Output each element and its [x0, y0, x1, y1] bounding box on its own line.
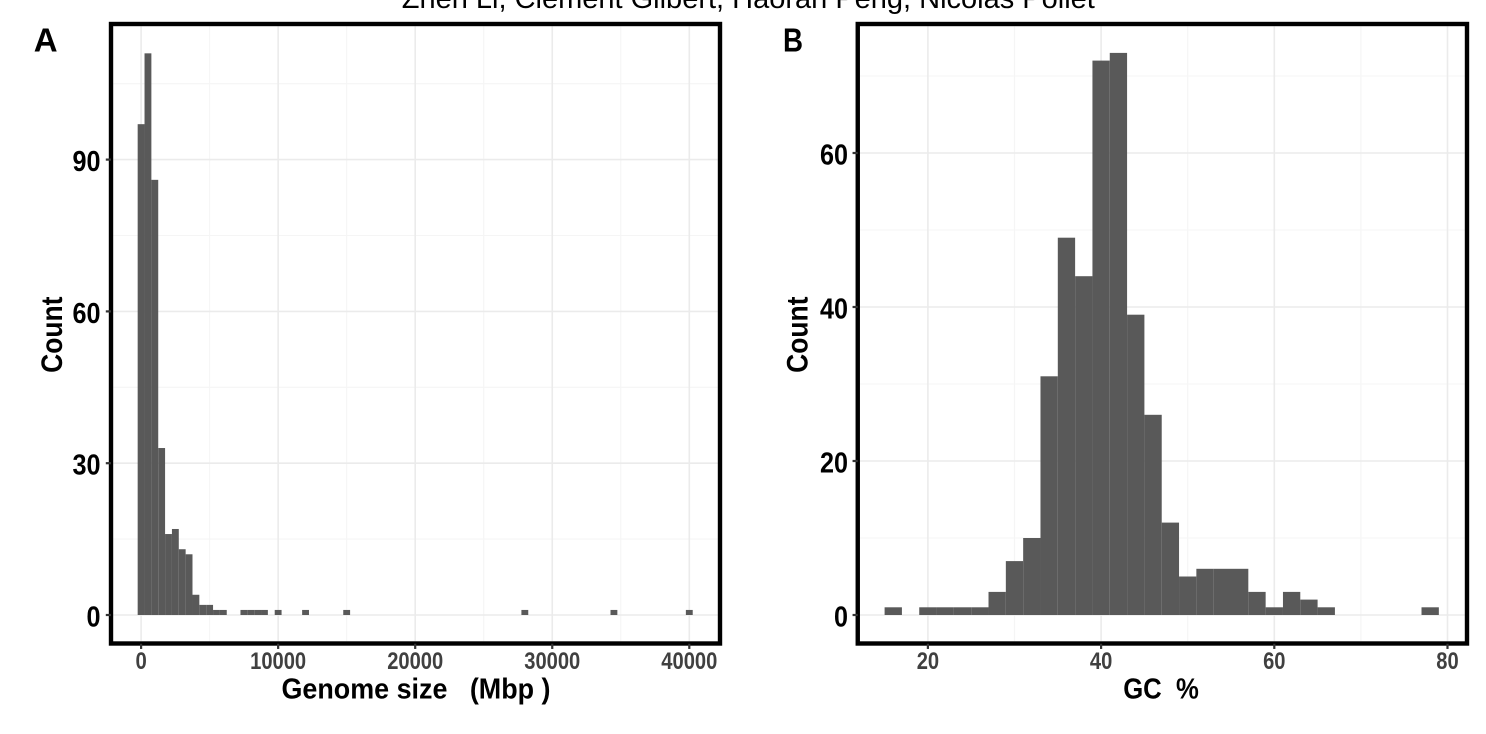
svg-text:60: 60 — [1263, 648, 1285, 675]
svg-text:30000: 30000 — [524, 648, 580, 675]
svg-text:60: 60 — [820, 140, 848, 172]
svg-text:Count: Count — [781, 297, 814, 373]
svg-text:60: 60 — [73, 298, 101, 330]
svg-text:40: 40 — [820, 294, 848, 326]
svg-text:Zhen Li, Clement Gilbert, Haor: Zhen Li, Clement Gilbert, Haoran Peng, N… — [402, 0, 1095, 15]
svg-text:20: 20 — [917, 648, 939, 675]
svg-text:90: 90 — [73, 146, 101, 178]
svg-text:Count: Count — [36, 297, 69, 373]
svg-text:0: 0 — [834, 602, 848, 634]
svg-text:0: 0 — [87, 602, 101, 634]
svg-text:40000: 40000 — [661, 648, 717, 675]
svg-text:20000: 20000 — [387, 648, 443, 675]
svg-text:80: 80 — [1436, 648, 1458, 675]
svg-text:B: B — [783, 22, 803, 59]
svg-text:Genome size (Mbp ): Genome size (Mbp ) — [282, 673, 551, 705]
svg-text:10000: 10000 — [250, 648, 306, 675]
svg-text:30: 30 — [73, 450, 101, 482]
svg-text:GC %: GC % — [1123, 673, 1199, 705]
svg-text:A: A — [34, 22, 58, 59]
svg-text:40: 40 — [1090, 648, 1112, 675]
svg-text:0: 0 — [135, 648, 146, 675]
svg-text:20: 20 — [820, 448, 848, 480]
